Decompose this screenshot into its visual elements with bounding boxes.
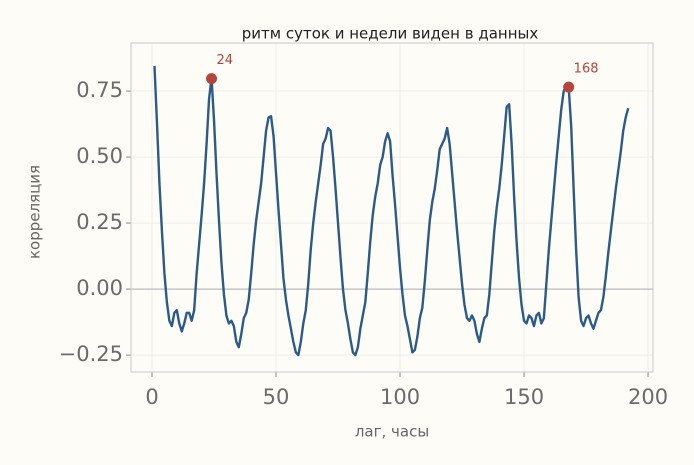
y-tick-label: 0.50	[76, 144, 123, 168]
x-tick-label: 0	[145, 385, 158, 409]
peak-label: 168	[574, 62, 599, 77]
x-tick-label: 200	[628, 385, 668, 409]
x-axis-label: лаг, часы	[355, 423, 429, 441]
peak-label: 24	[217, 53, 234, 68]
y-tick-label: −0.25	[59, 342, 123, 366]
y-tick-label: 0.25	[76, 210, 123, 234]
y-tick-label: 0.75	[76, 78, 123, 102]
chart-title: ритм суток и недели виден в данных	[242, 25, 539, 43]
peak-marker	[206, 73, 218, 85]
line-series	[153, 65, 630, 357]
y-axis-label: корреляция	[26, 165, 44, 259]
x-tick-label: 150	[504, 385, 544, 409]
y-tick-label: 0.00	[76, 276, 123, 300]
peak-marker	[563, 81, 575, 93]
x-tick-label: 50	[263, 385, 290, 409]
plot-frame	[130, 42, 654, 373]
x-tick-label: 100	[380, 385, 420, 409]
